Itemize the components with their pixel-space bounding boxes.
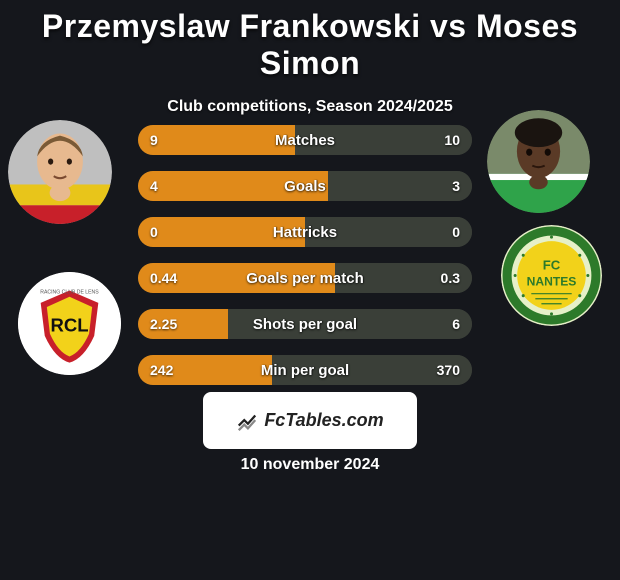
stat-row: 0 0 Hattricks: [138, 217, 472, 247]
stat-value-right: 10: [444, 132, 460, 148]
club-left-badge: RCL RACING CLUB DE LENS: [18, 272, 121, 375]
svg-text:FC: FC: [543, 257, 561, 272]
source-text: FcTables.com: [264, 410, 383, 431]
date-text: 10 november 2024: [0, 456, 620, 474]
stat-label: Min per goal: [261, 362, 349, 379]
stat-value-right: 6: [452, 316, 460, 332]
stat-row: 4 3 Goals: [138, 171, 472, 201]
source-badge: FcTables.com: [203, 392, 417, 449]
stat-label: Matches: [275, 132, 335, 149]
club-right-badge: FC NANTES: [501, 225, 602, 326]
stat-value-left: 4: [150, 178, 158, 194]
stat-fill-left: [138, 125, 295, 155]
stat-value-right: 370: [437, 362, 460, 378]
stat-value-right: 0.3: [441, 270, 460, 286]
stat-value-left: 242: [150, 362, 173, 378]
stat-row: 2.25 6 Shots per goal: [138, 309, 472, 339]
player-right-avatar: [487, 110, 590, 213]
page-title: Przemyslaw Frankowski vs Moses Simon: [0, 0, 620, 82]
svg-text:RCL: RCL: [50, 315, 88, 336]
stat-value-left: 9: [150, 132, 158, 148]
stat-row: 0.44 0.3 Goals per match: [138, 263, 472, 293]
stat-label: Hattricks: [273, 224, 337, 241]
stat-value-left: 0: [150, 224, 158, 240]
stat-label: Goals per match: [246, 270, 364, 287]
svg-text:NANTES: NANTES: [527, 275, 577, 289]
stat-label: Goals: [284, 178, 326, 195]
stat-value-right: 3: [452, 178, 460, 194]
svg-text:RACING CLUB DE LENS: RACING CLUB DE LENS: [40, 290, 99, 296]
stat-fill-right: [328, 171, 472, 201]
player-left-avatar: [8, 120, 112, 224]
stats-table: 9 10 Matches 4 3 Goals 0 0 Hattricks 0.44 0.3 Goals…: [138, 125, 472, 401]
stat-value-left: 0.44: [150, 270, 177, 286]
stat-value-right: 0: [452, 224, 460, 240]
stat-row: 9 10 Matches: [138, 125, 472, 155]
stat-row: 242 370 Min per goal: [138, 355, 472, 385]
stat-label: Shots per goal: [253, 316, 357, 333]
chart-icon: [236, 410, 258, 432]
stat-value-left: 2.25: [150, 316, 177, 332]
